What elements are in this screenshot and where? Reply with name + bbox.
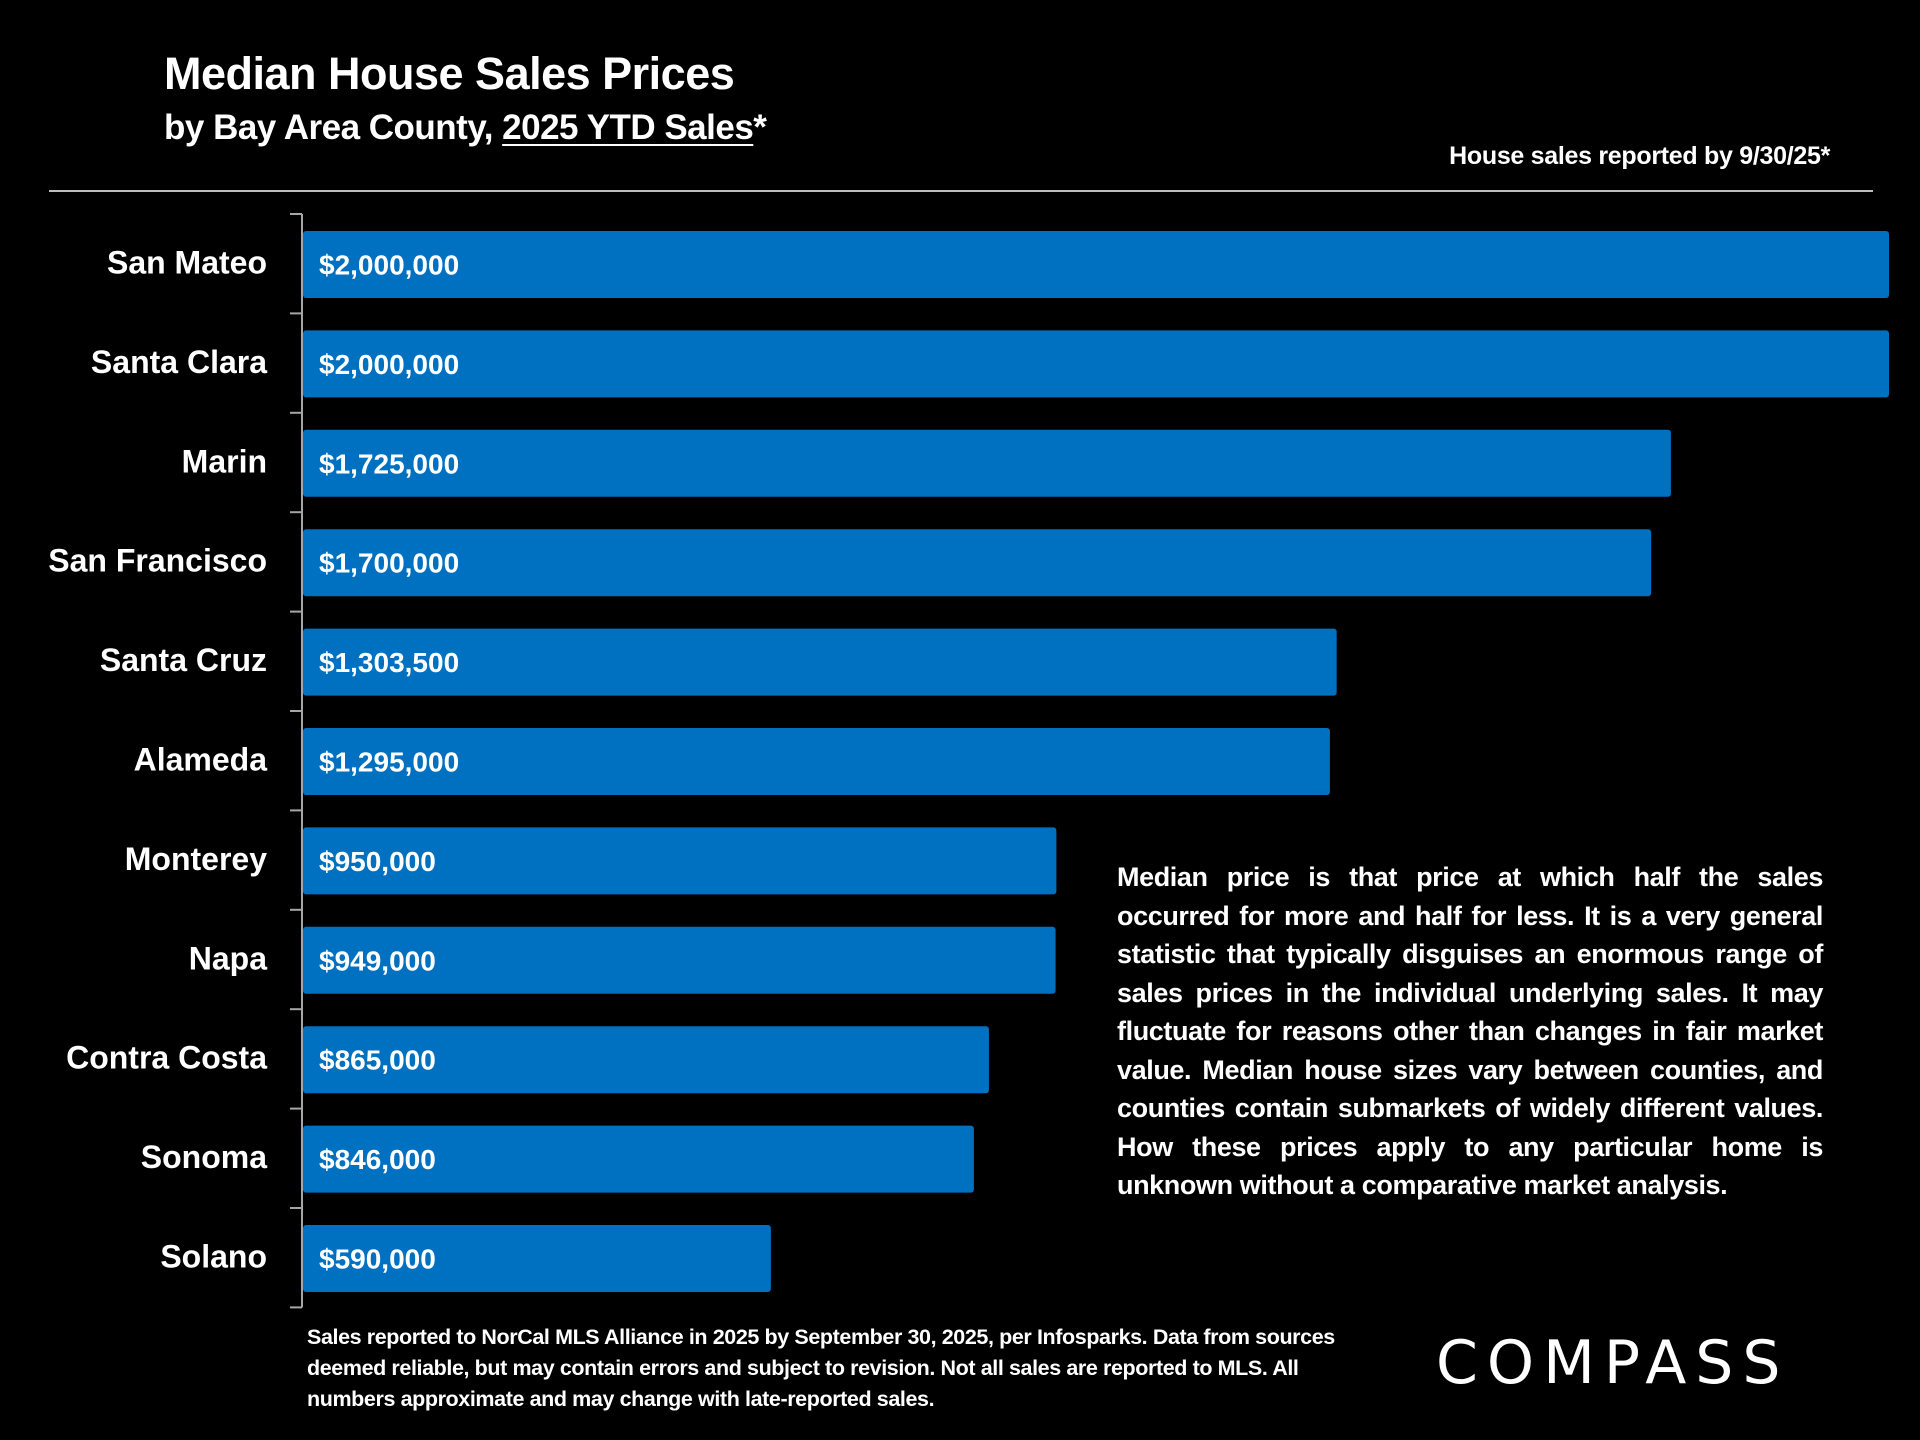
category-label: Solano	[160, 1239, 267, 1275]
bar	[303, 827, 1057, 895]
bar	[303, 926, 1056, 994]
bar	[303, 1125, 974, 1193]
bars-group	[303, 231, 1889, 1292]
chart-subtitle: by Bay Area County, 2025 YTD Sales*	[164, 108, 767, 148]
bar	[303, 231, 1889, 298]
data-label: $1,700,000	[319, 548, 459, 579]
chart-title: Median House Sales Prices	[164, 48, 735, 99]
labels-group: $2,000,000 San Mateo $2,000,000 Santa Clara…	[48, 245, 459, 1275]
data-label: $1,303,500	[319, 647, 459, 678]
category-label: Monterey	[125, 841, 267, 877]
data-label: $590,000	[319, 1244, 436, 1275]
data-label: $2,000,000	[319, 250, 459, 281]
bar	[303, 429, 1671, 497]
data-label: $865,000	[319, 1045, 436, 1076]
subtitle-underlined: 2025 YTD Sales	[502, 108, 754, 147]
data-label: $2,000,000	[319, 349, 459, 380]
data-label: $1,725,000	[319, 448, 459, 479]
category-label: Santa Clara	[91, 344, 267, 380]
data-label: $950,000	[319, 846, 436, 877]
bar	[303, 529, 1652, 597]
bar	[303, 1225, 771, 1292]
category-label: Marin	[182, 443, 267, 479]
category-label: Santa Cruz	[100, 642, 267, 678]
category-label: Sonoma	[141, 1139, 267, 1175]
bar	[303, 1026, 989, 1094]
category-label: San Francisco	[48, 543, 267, 579]
data-label: $949,000	[319, 945, 436, 976]
bar	[303, 728, 1330, 795]
category-axis	[290, 213, 303, 1309]
report-date-note: House sales reported by 9/30/25*	[1449, 142, 1830, 170]
category-label: Napa	[189, 940, 267, 976]
category-label: San Mateo	[107, 245, 267, 281]
compass-logo: COMPASS	[1436, 1328, 1790, 1398]
bar	[303, 628, 1337, 696]
category-label: Alameda	[134, 742, 268, 778]
median-explanation: Median price is that price at which half…	[1117, 862, 1823, 1200]
subtitle-prefix: by Bay Area County,	[164, 108, 503, 147]
category-label: Contra Costa	[66, 1040, 267, 1076]
header-divider	[49, 190, 1873, 192]
data-label: $846,000	[319, 1144, 436, 1175]
data-label: $1,295,000	[319, 747, 459, 778]
bar	[303, 330, 1889, 398]
subtitle-suffix: *	[753, 108, 767, 147]
source-footnote: Sales reported to NorCal MLS Alliance in…	[307, 1325, 1335, 1411]
